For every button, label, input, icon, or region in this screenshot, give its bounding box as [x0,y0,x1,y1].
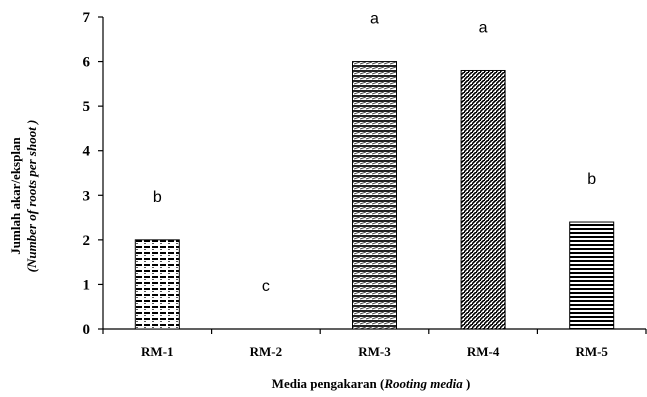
y-axis: 0 1 2 3 4 5 6 7 [83,10,104,338]
y-axis-title-line1: Jumlah akar/eksplan [8,137,23,255]
x-category-label: RM-1 [141,344,174,359]
bar-rm-3 [352,61,397,330]
x-category-label: RM-2 [250,344,283,359]
y-tick-label: 0 [83,322,91,338]
x-axis-title-italic: Rooting media [383,376,463,391]
y-tick-label: 2 [83,233,91,249]
significance-letters: b c a a b [153,11,596,295]
y-tick-label: 4 [83,144,91,160]
significance-letter: b [587,171,596,188]
bars [134,61,615,330]
bar-rm-1 [134,239,180,330]
y-tick-label: 1 [83,277,91,293]
y-tick-label: 5 [83,99,91,115]
y-tick-label: 3 [83,188,91,204]
significance-letter: a [370,11,379,28]
bar-rm-4 [460,69,506,330]
x-category-label: RM-4 [467,344,500,359]
x-axis-title: Media pengakaran (Rooting media ) [272,376,471,391]
significance-letter: b [153,189,162,206]
bar-rm-5 [569,221,615,330]
x-category-label: RM-5 [575,344,608,359]
y-axis-title-line2: (Number of roots per shoot ) [24,120,39,273]
significance-letter: c [262,278,270,295]
x-axis-title-main: Media pengakaran ( [272,376,385,391]
significance-letter: a [479,19,488,36]
y-tick-label: 6 [83,55,91,71]
x-category-label: RM-3 [358,344,391,359]
x-axis-title-close: ) [463,376,471,391]
x-axis: RM-1 RM-2 RM-3 RM-4 RM-5 [102,328,647,359]
y-tick-label: 7 [83,10,91,26]
